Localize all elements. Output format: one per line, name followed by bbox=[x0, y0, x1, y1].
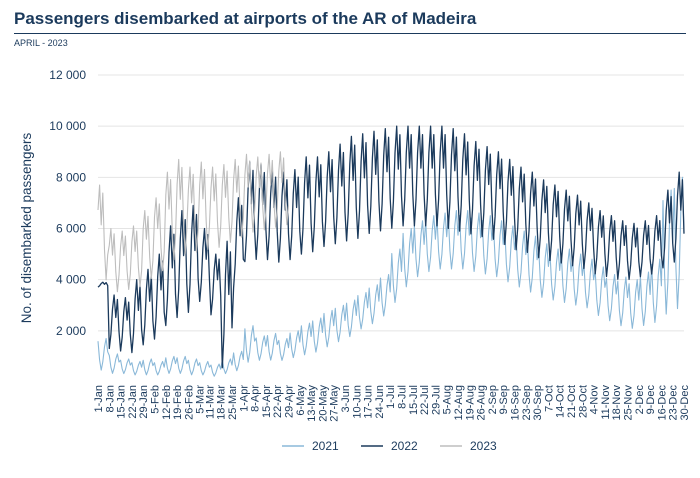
y-tick-label: 2 000 bbox=[56, 324, 86, 338]
x-tick-label: 3-Jun bbox=[340, 385, 352, 413]
x-tick-label: 19-Feb bbox=[172, 385, 184, 420]
x-tick-label: 30-Sep bbox=[532, 385, 544, 420]
x-tick-label: 22-Apr bbox=[272, 385, 284, 418]
x-tick-label: 16-Dec bbox=[656, 385, 668, 421]
x-tick-label: 17-Jun bbox=[363, 385, 375, 419]
x-axis: 1-Jan 8-Jan 15-Jan 22-Jan 29-Jan 5-Feb 12-Feb 1… bbox=[93, 385, 691, 422]
x-tick-label: 7-Oct bbox=[543, 385, 555, 412]
x-tick-label: 11-Mar bbox=[204, 385, 216, 419]
x-tick-label: 26-Feb bbox=[183, 385, 195, 420]
x-tick-label: 20-May bbox=[317, 385, 329, 422]
x-tick-label: 8-Jan bbox=[104, 385, 116, 413]
x-tick-label: 18-Nov bbox=[611, 385, 623, 421]
y-axis-label: No. of disembarked passengers bbox=[19, 132, 34, 323]
x-tick-label: 12-Aug bbox=[453, 385, 465, 420]
x-tick-label: 27-May bbox=[329, 385, 341, 422]
x-tick-label: 22-Jul bbox=[419, 385, 431, 415]
x-tick-label: 6-May bbox=[295, 385, 307, 416]
x-tick-label: 14-Oct bbox=[555, 385, 567, 418]
x-tick-label: 10-Jun bbox=[351, 385, 363, 419]
x-tick-label: 11-Nov bbox=[600, 385, 612, 420]
x-tick-label: 22-Jan bbox=[127, 385, 139, 419]
legend-label-2023: 2023 bbox=[470, 439, 497, 453]
x-tick-label: 5-Aug bbox=[442, 385, 454, 414]
x-tick-label: 8-Jul bbox=[396, 385, 408, 409]
legend: 2021 2022 2023 bbox=[282, 439, 497, 453]
x-tick-label: 21-Oct bbox=[566, 385, 578, 418]
x-tick-label: 16-Sep bbox=[509, 385, 521, 420]
x-tick-label: 18-Mar bbox=[216, 385, 228, 420]
chart-title: Passengers disembarked at airports of th… bbox=[14, 9, 477, 28]
x-tick-label: 5-Feb bbox=[150, 385, 162, 414]
x-tick-label: 15-Jul bbox=[408, 385, 420, 415]
x-tick-label: 1-Apr bbox=[238, 385, 250, 412]
x-tick-label: 23-Sep bbox=[521, 385, 533, 420]
y-tick-label: 8 000 bbox=[56, 170, 86, 184]
y-axis: 2 000 4 000 6 000 8 000 10 000 12 000 bbox=[49, 68, 86, 338]
y-tick-label: 10 000 bbox=[49, 119, 86, 133]
x-tick-label: 4-Nov bbox=[589, 385, 601, 415]
x-tick-label: 30-Dec bbox=[679, 385, 691, 421]
x-tick-label: 29-Apr bbox=[283, 385, 295, 418]
chart-subtitle: APRIL - 2023 bbox=[14, 38, 68, 48]
y-tick-label: 4 000 bbox=[56, 273, 86, 287]
x-tick-label: 8-Apr bbox=[250, 385, 262, 412]
series-line-2021 bbox=[97, 176, 685, 377]
x-tick-label: 15-Jan bbox=[116, 385, 128, 419]
x-tick-label: 1-Jul bbox=[385, 385, 397, 409]
x-tick-label: 26-Aug bbox=[476, 385, 488, 420]
x-tick-label: 19-Aug bbox=[464, 385, 476, 420]
x-tick-label: 24-Jun bbox=[374, 385, 386, 419]
x-tick-label: 1-Jan bbox=[93, 385, 105, 413]
x-tick-label: 13-May bbox=[306, 385, 318, 422]
series-lines bbox=[97, 125, 685, 377]
x-tick-label: 25-Mar bbox=[227, 385, 239, 420]
x-tick-label: 25-Nov bbox=[622, 385, 634, 421]
x-tick-label: 28-Oct bbox=[577, 385, 589, 418]
x-tick-label: 9-Dec bbox=[645, 385, 657, 415]
y-tick-label: 12 000 bbox=[49, 68, 86, 82]
legend-label-2021: 2021 bbox=[312, 439, 339, 453]
x-tick-label: 12-Feb bbox=[161, 385, 173, 420]
x-tick-label: 15-Apr bbox=[261, 385, 273, 418]
x-tick-label: 23-Dec bbox=[668, 385, 680, 421]
series-line-2023 bbox=[97, 151, 290, 293]
y-tick-label: 6 000 bbox=[56, 222, 86, 236]
legend-label-2022: 2022 bbox=[391, 439, 418, 453]
x-tick-label: 9-Sep bbox=[498, 385, 510, 414]
x-tick-label: 29-Jul bbox=[430, 385, 442, 415]
x-tick-label: 29-Jan bbox=[138, 385, 150, 419]
x-tick-label: 5-Mar bbox=[195, 385, 207, 414]
title-divider bbox=[14, 33, 686, 34]
x-tick-label: 2-Sep bbox=[487, 385, 499, 414]
x-tick-label: 2-Dec bbox=[634, 385, 646, 415]
